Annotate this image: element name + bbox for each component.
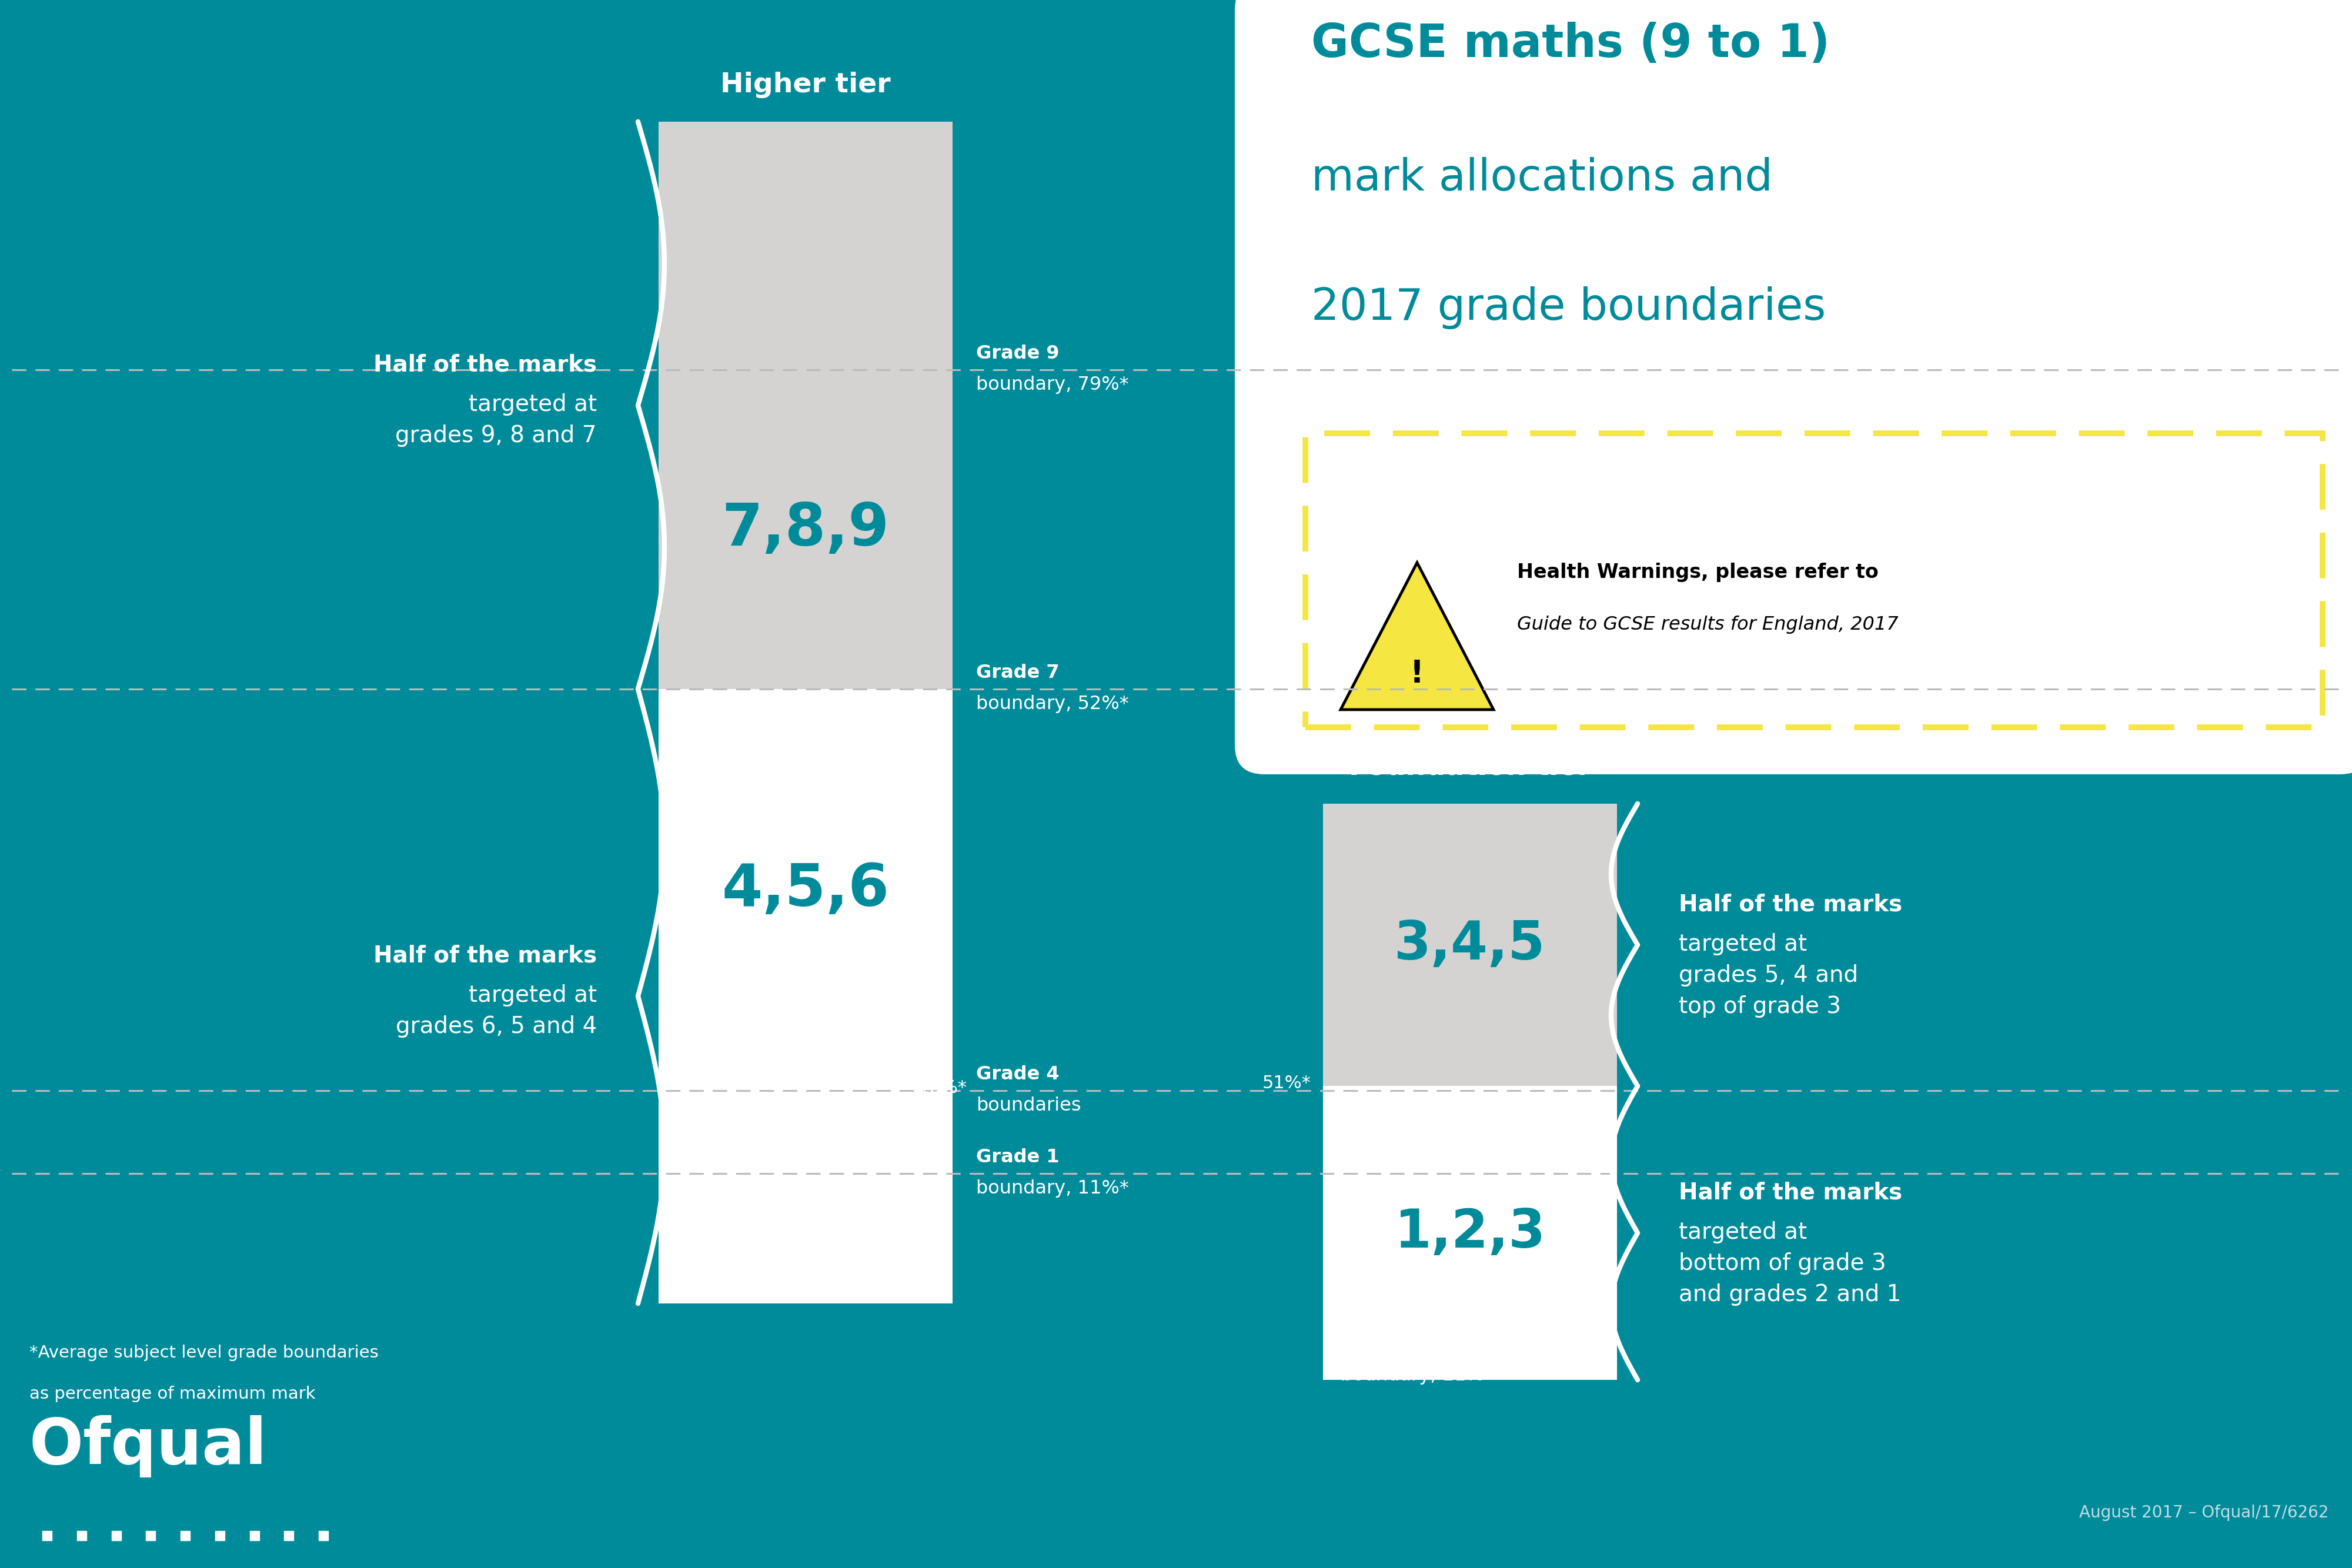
Point [64, 1523, 101, 1548]
Point [235, 1523, 273, 1548]
Text: 51%*: 51%* [1263, 1074, 1312, 1091]
Text: 18%*: 18%* [917, 1079, 967, 1096]
Text: boundary, 11%*: boundary, 11%* [976, 1179, 1129, 1198]
Point [270, 1523, 308, 1548]
Text: !: ! [1411, 659, 1425, 688]
Text: mark allocations and: mark allocations and [1312, 157, 1773, 199]
Text: boundary, 52%*: boundary, 52%* [976, 695, 1129, 713]
Bar [1322, 1087, 1618, 1380]
Point [28, 1523, 66, 1548]
Text: Guide to GCSE results for England, 2017: Guide to GCSE results for England, 2017 [1517, 616, 1898, 633]
Text: targeted at
bottom of grade 3
and grades 2 and 1: targeted at bottom of grade 3 and grades… [1679, 1221, 1900, 1306]
Point [167, 1523, 205, 1548]
Text: boundary, 79%*: boundary, 79%* [976, 376, 1129, 394]
Text: Half of the marks: Half of the marks [1679, 1181, 1903, 1204]
Text: Health Warnings, please refer to: Health Warnings, please refer to [1517, 563, 1879, 582]
Text: targeted at
grades 9, 8 and 7: targeted at grades 9, 8 and 7 [395, 394, 597, 447]
Text: Grade 1: Grade 1 [976, 1148, 1058, 1167]
Text: Foundation tier: Foundation tier [1350, 754, 1590, 781]
Text: GCSE maths (9 to 1): GCSE maths (9 to 1) [1312, 22, 1830, 66]
Text: targeted at
grades 6, 5 and 4: targeted at grades 6, 5 and 4 [395, 985, 597, 1038]
Text: boundary, 11%*: boundary, 11%* [1341, 1366, 1494, 1385]
Point [132, 1523, 169, 1548]
Text: 4,5,6: 4,5,6 [722, 861, 889, 919]
FancyBboxPatch shape [1235, 0, 2352, 775]
Text: *Average subject level grade boundaries: *Average subject level grade boundaries [28, 1345, 379, 1361]
Text: Half of the marks: Half of the marks [1679, 894, 1903, 916]
Point [96, 1523, 134, 1548]
Bar [659, 122, 953, 688]
Polygon shape [1341, 563, 1494, 710]
Point [200, 1523, 238, 1548]
Text: Grade 7: Grade 7 [976, 663, 1058, 682]
Text: Half of the marks: Half of the marks [374, 944, 597, 967]
Text: 7,8,9: 7,8,9 [722, 500, 889, 558]
Text: targeted at
grades 5, 4 and
top of grade 3: targeted at grades 5, 4 and top of grade… [1679, 933, 1858, 1018]
Text: 1,2,3: 1,2,3 [1395, 1207, 1545, 1259]
Text: Grade 4: Grade 4 [976, 1065, 1058, 1083]
Bar [1322, 804, 1618, 1087]
Text: Higher tier: Higher tier [720, 72, 891, 99]
Text: 2017 grade boundaries: 2017 grade boundaries [1312, 287, 1825, 329]
Text: 3,4,5: 3,4,5 [1395, 919, 1545, 971]
Text: August 2017 – Ofqual/17/6262: August 2017 – Ofqual/17/6262 [2079, 1505, 2328, 1521]
Text: Grade 9: Grade 9 [976, 345, 1058, 362]
Text: boundaries: boundaries [976, 1096, 1082, 1115]
FancyBboxPatch shape [1305, 433, 2324, 728]
Text: as percentage of maximum mark: as percentage of maximum mark [28, 1386, 315, 1402]
Point [306, 1523, 343, 1548]
Text: Half of the marks: Half of the marks [374, 353, 597, 376]
Text: Grade 1: Grade 1 [1341, 1322, 1423, 1341]
Text: Ofqual: Ofqual [28, 1416, 268, 1477]
Bar [659, 688, 953, 1303]
